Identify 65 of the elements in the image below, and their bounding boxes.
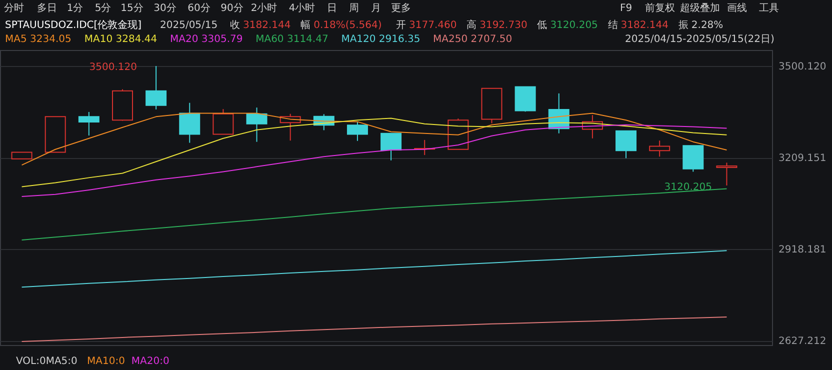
text: 工具	[759, 3, 779, 14]
line-series	[21, 250, 728, 288]
text: MA120 2916.35	[341, 34, 420, 45]
text: 90分	[220, 2, 244, 14]
y-tick-label: 2627.212	[778, 336, 826, 348]
text: MA10 3284.44	[84, 34, 158, 45]
text: MA60 3114.47	[256, 34, 328, 45]
text: VOL:0MA5:0	[16, 356, 78, 367]
candlestick	[716, 162, 738, 186]
text: 2025/05/15	[160, 20, 218, 31]
text: 0.18%(5.564)	[314, 20, 382, 31]
y-tick-label: 3500.120	[778, 62, 826, 72]
text: 60分	[188, 2, 210, 14]
text: MA20 3305.79	[170, 34, 243, 45]
candlestick	[179, 102, 200, 144]
candlestick	[649, 140, 670, 158]
annotation: 3120.205	[664, 182, 712, 193]
text: F9	[620, 3, 632, 14]
text: 画线	[727, 2, 747, 14]
text: 更多	[391, 2, 411, 14]
text: 开	[396, 20, 406, 31]
candlestick	[682, 145, 704, 172]
text: MA5 3234.05	[5, 34, 72, 45]
text: 收	[230, 20, 240, 31]
text: 前复权	[645, 2, 675, 14]
text: MA10:0	[87, 356, 125, 367]
candlestick	[246, 107, 268, 142]
candlestick	[212, 108, 234, 135]
text: 2.28%	[691, 20, 724, 31]
text: 周	[349, 3, 359, 14]
text: 3192.730	[480, 20, 528, 31]
candlestick	[146, 66, 167, 110]
text: 月	[371, 3, 381, 14]
annotation: 3500.120	[89, 62, 137, 73]
text: 3182.144	[620, 20, 669, 31]
line-series	[21, 316, 728, 342]
text: 15分	[120, 2, 144, 14]
text: 3177.460	[409, 20, 457, 31]
text: 结	[608, 19, 618, 31]
text: 多日	[37, 2, 57, 14]
text: 3120.205	[550, 20, 598, 31]
text: 2小时	[250, 2, 278, 14]
y-tick-label: 3209.151	[778, 153, 826, 164]
candlestick	[78, 111, 100, 136]
text: MA20:0	[131, 356, 170, 367]
candlestick	[514, 86, 536, 112]
text: 日	[327, 3, 337, 14]
text: 幅	[300, 19, 311, 31]
candlestick	[380, 132, 402, 161]
text: 2025/04/15-2025/05/15(22日)	[625, 34, 775, 45]
text: 超级叠加	[680, 2, 720, 14]
y-tick-label: 2918.181	[778, 244, 826, 256]
text: 5分	[94, 2, 112, 14]
text: 3182.144	[243, 20, 291, 31]
text: 4小时	[288, 2, 316, 14]
chart-title: SPTAUUSDOZ.IDC[伦敦金现]	[5, 19, 142, 31]
text: 高	[466, 19, 477, 31]
text: MA250 2707.50	[433, 34, 512, 45]
candlestick	[616, 130, 637, 159]
text: 分时	[4, 2, 24, 14]
text: 低	[537, 20, 548, 31]
text: 30分	[154, 2, 176, 14]
candlestick	[346, 121, 368, 142]
text: 振	[678, 19, 688, 31]
text: 1分	[66, 2, 84, 14]
